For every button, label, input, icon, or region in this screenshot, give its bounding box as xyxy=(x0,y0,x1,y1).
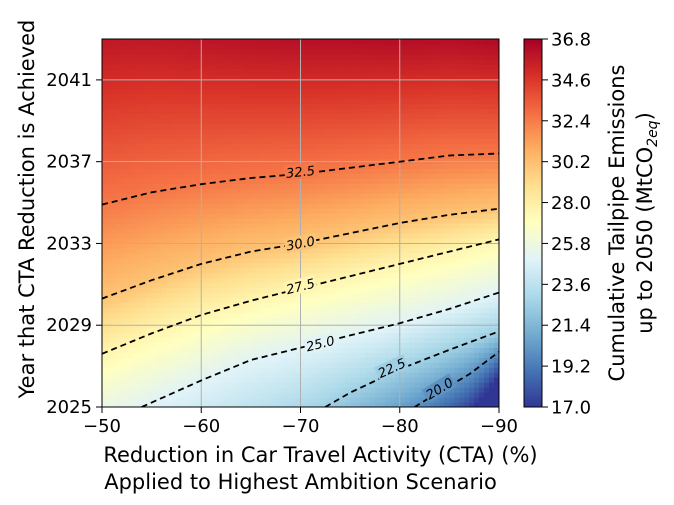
y-tick-label: 2025 xyxy=(46,397,92,418)
x-axis-ticks: −50 −60 −70 −80 −90 xyxy=(83,407,518,437)
x-tick-label: −60 xyxy=(182,416,220,437)
contour-labels: 20.022.525.027.530.032.5 xyxy=(283,162,457,403)
colorbar-tick-label: 34.6 xyxy=(551,70,591,91)
colorbar-label-line2: up to 2050 (MtCO2eq) xyxy=(633,112,661,334)
colorbar-ticks: 17.0 19.2 21.4 23.6 25.8 28.0 30.2 32.4 34.6 36.8 xyxy=(542,30,591,419)
contour-label-bg xyxy=(283,274,318,298)
y-axis-label: Year that CTA Reduction is Achieved xyxy=(15,20,39,400)
contour-label-bg xyxy=(283,232,318,254)
contour-label-bg xyxy=(302,332,338,355)
x-tick-label: −70 xyxy=(282,416,320,437)
y-tick-label: 2033 xyxy=(46,233,92,254)
colorbar-tick-label: 32.4 xyxy=(551,111,591,132)
contour-label-bg xyxy=(373,354,410,382)
contour-line-20.0 xyxy=(414,351,499,407)
colorbar-label-suffix: ) xyxy=(633,112,657,120)
colorbar-tick-label: 25.8 xyxy=(551,234,591,255)
colorbar-tick-label: 19.2 xyxy=(551,357,591,378)
colorbar xyxy=(523,38,543,408)
x-axis-label-line1: Reduction in Car Travel Activity (CTA) (… xyxy=(103,443,537,467)
contour-line-30.0 xyxy=(102,207,499,300)
x-axis-label-line2: Applied to Highest Ambition Scenario xyxy=(104,470,497,494)
contour-label-30.0: 30.0 xyxy=(285,234,316,254)
x-tick-label: −90 xyxy=(480,416,518,437)
x-tick-label: −50 xyxy=(83,416,121,437)
contour-label-32.5: 32.5 xyxy=(285,164,315,182)
y-tick-label: 2029 xyxy=(46,315,92,336)
x-tick-label: −80 xyxy=(381,416,419,437)
colorbar-tick-label: 23.6 xyxy=(551,275,591,296)
y-tick-label: 2041 xyxy=(46,70,92,91)
grid-lines xyxy=(102,39,499,407)
contour-label-bg xyxy=(421,373,457,403)
contour-label-25.0: 25.0 xyxy=(305,334,337,356)
colorbar-label-prefix: up to 2050 (MtCO xyxy=(633,147,657,334)
colorbar-tick-label: 36.8 xyxy=(551,30,591,51)
contour-label-bg xyxy=(283,162,318,181)
y-axis-ticks: 2025 2029 2033 2037 2041 xyxy=(46,70,102,418)
colorbar-tick-label: 28.0 xyxy=(551,193,591,214)
y-tick-label: 2037 xyxy=(46,152,92,173)
contour-line-27.5 xyxy=(102,238,499,355)
colorbar-tick-label: 17.0 xyxy=(551,398,591,419)
heatmap-field xyxy=(102,39,499,407)
colorbar-label-line1: Cumulative Tailpipe Emissions xyxy=(605,65,629,382)
colorbar-tick-label: 21.4 xyxy=(551,316,591,337)
contour-label-27.5: 27.5 xyxy=(285,277,317,299)
colorbar-tick-label: 30.2 xyxy=(551,152,591,173)
colorbar-label-subscript: 2eq xyxy=(645,120,661,147)
